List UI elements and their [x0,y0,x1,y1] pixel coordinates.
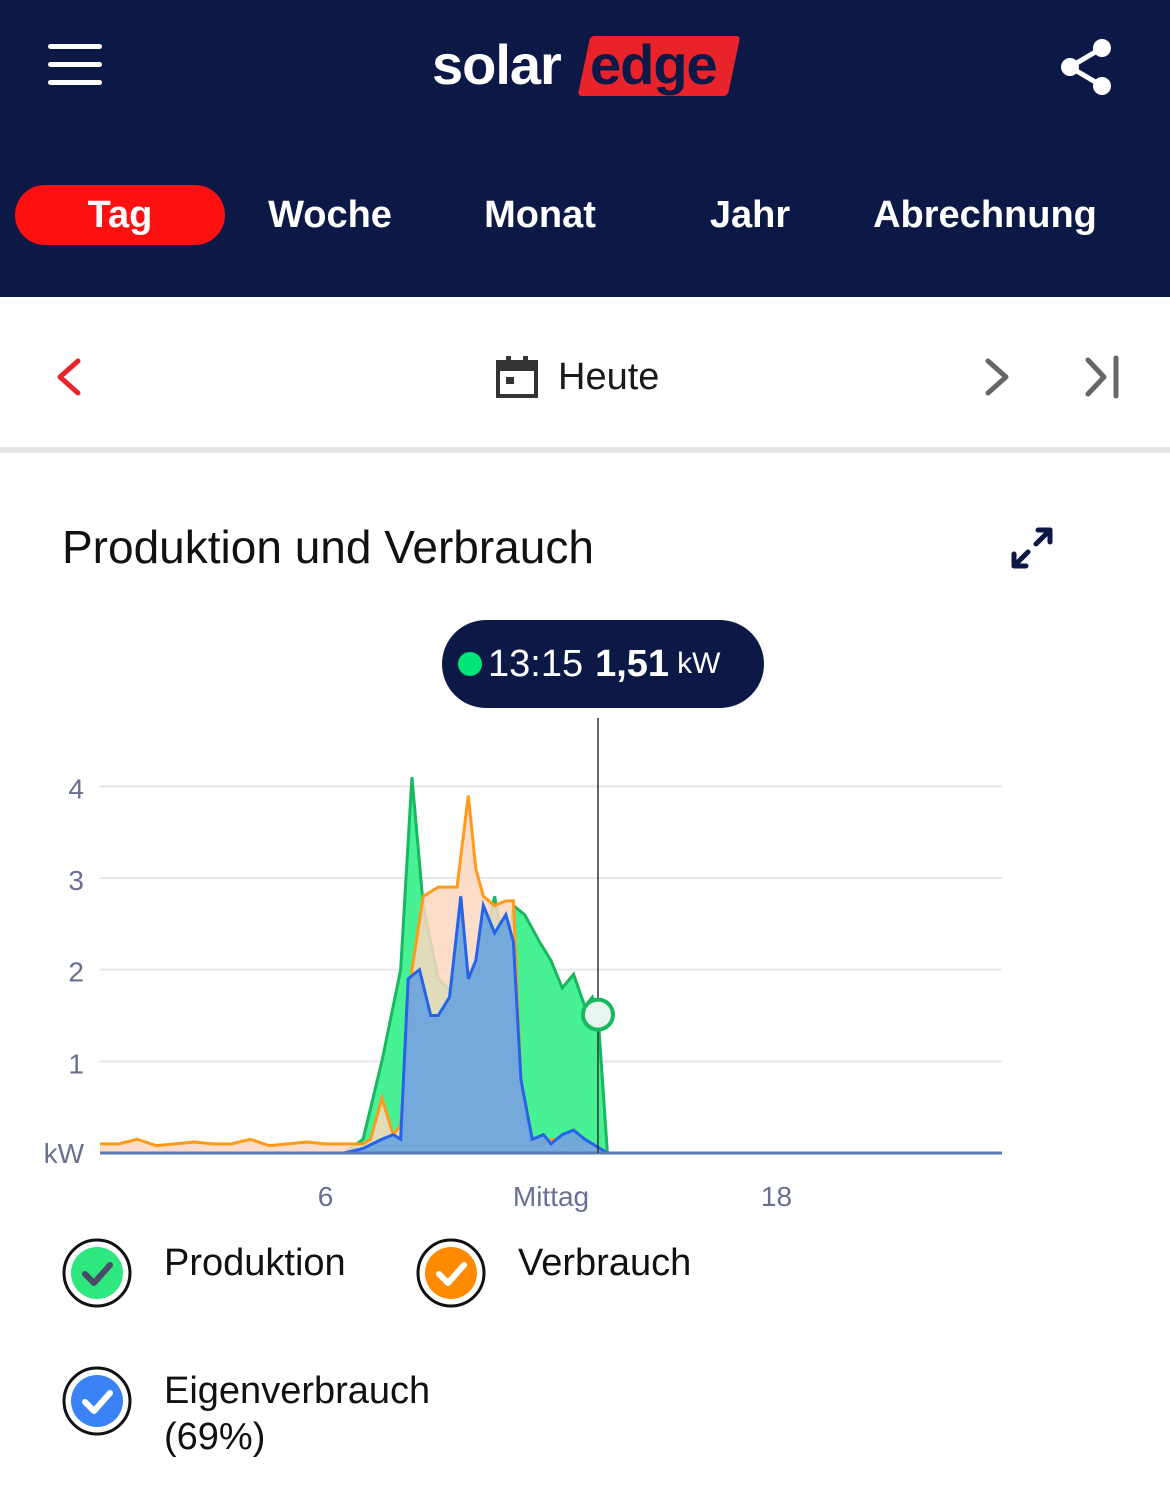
hamburger-icon[interactable] [48,44,102,86]
tooltip-time: 13:15 [488,642,584,685]
legend-verbrauch[interactable]: Verbrauch [416,1238,691,1308]
tooltip-unit: kW [677,647,721,680]
top-app-bar: solar edge [0,0,1170,132]
chevron-right-icon[interactable] [978,355,1014,399]
y-axis-unit: kW [44,1138,85,1169]
tab-tag[interactable]: Tag [15,185,225,245]
x-tick-label: 6 [318,1181,334,1212]
cursor-marker [580,997,615,1032]
x-tick-label: 18 [761,1181,792,1212]
legend-percentage: (69%) [164,1416,266,1458]
check-icon [62,1366,132,1436]
legend-produktion[interactable]: Produktion [62,1238,346,1308]
check-icon [62,1238,132,1308]
x-tick-label: Mittag [513,1181,589,1212]
share-icon[interactable] [1056,36,1116,96]
y-tick-label: 1 [68,1048,84,1079]
tab-abrechnung[interactable]: Abrechnung [873,194,1097,236]
chart-title: Produktion und Verbrauch [62,521,594,573]
expand-icon[interactable] [1008,524,1056,572]
legend-label: Eigenverbrauch [164,1370,431,1412]
y-tick-label: 2 [68,957,84,988]
legend-label: Verbrauch [518,1242,692,1284]
check-icon [416,1238,486,1308]
tooltip-value: 1,51 [595,642,670,685]
legend-eigenverbrauch[interactable]: Eigenverbrauch (69%) [62,1366,430,1460]
production-dot [458,652,482,676]
date-label: Heute [558,355,660,398]
tab-jahr[interactable]: Jahr [709,194,791,236]
chevron-left-icon[interactable] [50,355,86,399]
series-eigenverbrauch-line [100,896,1002,1155]
y-tick-label: 3 [68,865,84,896]
legend-label: Produktion [164,1242,346,1284]
logo-solar-text: solar [432,33,562,96]
tab-woche[interactable]: Woche [268,194,392,236]
solaredge-logo: solar edge [432,30,742,100]
calendar-icon [496,356,538,398]
y-tick-label: 4 [68,773,84,804]
series-produktion-area [100,777,1002,1153]
logo-edge-text: edge [590,33,718,96]
production-consumption-chart[interactable]: 4 3 2 1 kW 6 Mittag 18 [0,700,1170,1230]
skip-to-end-icon[interactable] [1080,352,1124,402]
date-navigation-bar [0,297,1170,453]
chart-tooltip: 13:15 1,51 kW [442,620,764,708]
tab-monat[interactable]: Monat [484,194,596,236]
legend-label-block: Eigenverbrauch (69%) [164,1368,430,1460]
date-picker-button[interactable]: Heute [494,350,659,404]
